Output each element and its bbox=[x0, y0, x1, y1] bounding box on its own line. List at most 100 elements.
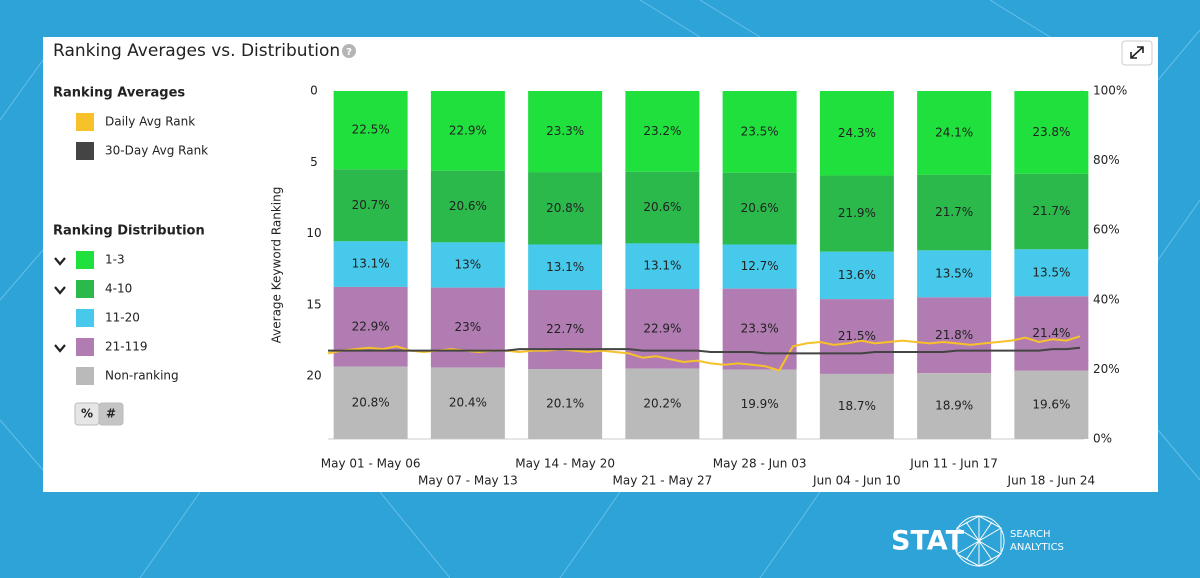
logo-subtitle: ANALYTICS bbox=[1010, 542, 1064, 553]
bar-value-label: 24.3% bbox=[838, 126, 876, 140]
bar-segment bbox=[625, 243, 700, 290]
bar-value-label: 18.7% bbox=[838, 399, 876, 413]
bar-segment bbox=[917, 174, 992, 251]
bar-segment bbox=[333, 286, 408, 367]
y-tick-label: 5 bbox=[310, 155, 318, 169]
bar-value-label: 22.9% bbox=[643, 321, 681, 335]
bar-value-label: 23.2% bbox=[643, 124, 681, 138]
logo-subtitle: SEARCH bbox=[1010, 529, 1050, 540]
y-tick-label: 20 bbox=[306, 369, 321, 383]
bar-segment bbox=[1014, 370, 1089, 439]
legend-label: 1-3 bbox=[105, 253, 125, 267]
y2-tick-label: 60% bbox=[1093, 223, 1120, 237]
bar-segment bbox=[1014, 173, 1089, 250]
help-icon[interactable] bbox=[342, 44, 356, 58]
legend-label: 11-20 bbox=[105, 311, 140, 325]
bar-segment bbox=[430, 170, 505, 243]
logo-text: STAT bbox=[891, 526, 965, 557]
expand-button[interactable] bbox=[1121, 40, 1153, 66]
bar-segment bbox=[1014, 91, 1089, 174]
bar-value-label: 13.6% bbox=[838, 268, 876, 282]
legend-swatch[interactable] bbox=[76, 338, 94, 356]
bar-segment bbox=[917, 373, 992, 439]
bar-segment bbox=[625, 91, 700, 172]
toggle-count[interactable]: # bbox=[106, 407, 116, 421]
bar-segment bbox=[430, 242, 505, 288]
bar-value-label: 21.7% bbox=[1032, 204, 1070, 218]
plot: 0 5 10 15 20 0% 20% 40% 60% 80% 100% May 01 - May 0… bbox=[306, 84, 1127, 488]
bar-value-label: 13.1% bbox=[546, 260, 584, 274]
bar-value-label: 20.1% bbox=[546, 397, 584, 411]
bar-value-label: 20.7% bbox=[352, 198, 390, 212]
legend-label: 21-119 bbox=[105, 340, 148, 354]
bar-segment bbox=[528, 244, 603, 291]
x-tick-label: May 21 - May 27 bbox=[613, 474, 713, 488]
x-tick-label: Jun 11 - Jun 17 bbox=[909, 457, 998, 471]
bar-segment bbox=[333, 366, 408, 439]
bar-value-label: 20.6% bbox=[449, 199, 487, 213]
bar-segment bbox=[625, 368, 700, 439]
x-tick-label: May 01 - May 06 bbox=[321, 457, 421, 471]
bar-value-label: 21.9% bbox=[838, 206, 876, 220]
legend-chevrons[interactable] bbox=[54, 257, 66, 353]
bar-value-label: 21.7% bbox=[935, 205, 973, 219]
toggle-percent[interactable]: % bbox=[81, 407, 93, 421]
bar-value-label: 18.9% bbox=[935, 399, 973, 413]
bar-value-label: 12.7% bbox=[741, 259, 779, 273]
bar-value-label: 20.8% bbox=[352, 395, 390, 409]
x-tick-label: May 14 - May 20 bbox=[515, 457, 615, 471]
legend-swatch[interactable] bbox=[76, 280, 94, 298]
bar-segment bbox=[819, 251, 894, 300]
y2-tick-label: 40% bbox=[1093, 292, 1120, 306]
bar-value-label: 20.8% bbox=[546, 201, 584, 215]
bar-segment bbox=[430, 287, 505, 368]
bar-value-label: 13% bbox=[455, 258, 482, 272]
bar-segment bbox=[430, 367, 505, 439]
bar-value-label: 22.7% bbox=[546, 322, 584, 336]
bar-segment bbox=[917, 250, 992, 298]
legend-swatch bbox=[76, 113, 94, 131]
bar-segment bbox=[722, 288, 797, 370]
bar-segment bbox=[528, 369, 603, 439]
bar-value-label: 19.6% bbox=[1032, 397, 1070, 411]
bar-segment bbox=[528, 290, 603, 370]
y-tick-label: 10 bbox=[306, 226, 321, 240]
bar-segment bbox=[333, 91, 408, 170]
bar-value-label: 22.9% bbox=[352, 319, 390, 333]
bar-segment bbox=[625, 171, 700, 244]
line-series bbox=[327, 335, 1081, 372]
bar-segment bbox=[917, 91, 992, 175]
bar-segment bbox=[917, 297, 992, 374]
help-glyph: ? bbox=[346, 47, 352, 58]
y2-tick-label: 0% bbox=[1093, 432, 1112, 446]
logo bbox=[953, 515, 1005, 567]
legend-swatch[interactable] bbox=[76, 251, 94, 269]
bar-segment bbox=[819, 175, 894, 252]
bar-segment bbox=[722, 172, 797, 245]
bar-segment bbox=[430, 91, 505, 171]
bar-value-label: 21.8% bbox=[935, 328, 973, 342]
y-tick-label: 15 bbox=[306, 297, 321, 311]
bar-segment bbox=[819, 91, 894, 176]
legend-swatch[interactable] bbox=[76, 309, 94, 327]
bar-segment bbox=[722, 369, 797, 439]
bar-value-label: 23.3% bbox=[546, 124, 584, 138]
x-tick-label: Jun 04 - Jun 10 bbox=[812, 474, 901, 488]
bar-value-label: 20.4% bbox=[449, 396, 487, 410]
bar-segment bbox=[528, 91, 603, 173]
bar-value-label: 22.5% bbox=[352, 123, 390, 137]
bar-value-label: 19.9% bbox=[741, 397, 779, 411]
bar-value-label: 24.1% bbox=[935, 125, 973, 139]
bar-segment bbox=[722, 244, 797, 289]
bar-value-label: 13.1% bbox=[352, 257, 390, 271]
y-tick-label: 0 bbox=[310, 84, 318, 98]
legend-label: 30-Day Avg Rank bbox=[105, 144, 208, 158]
legend-swatch[interactable] bbox=[76, 367, 94, 385]
x-tick-label: Jun 18 - Jun 24 bbox=[1007, 474, 1096, 488]
toggle[interactable] bbox=[74, 402, 124, 426]
bar-value-label: 13.5% bbox=[935, 266, 973, 280]
bar-value-label: 23.5% bbox=[741, 124, 779, 138]
legend-heading: Ranking Distribution bbox=[53, 224, 205, 239]
